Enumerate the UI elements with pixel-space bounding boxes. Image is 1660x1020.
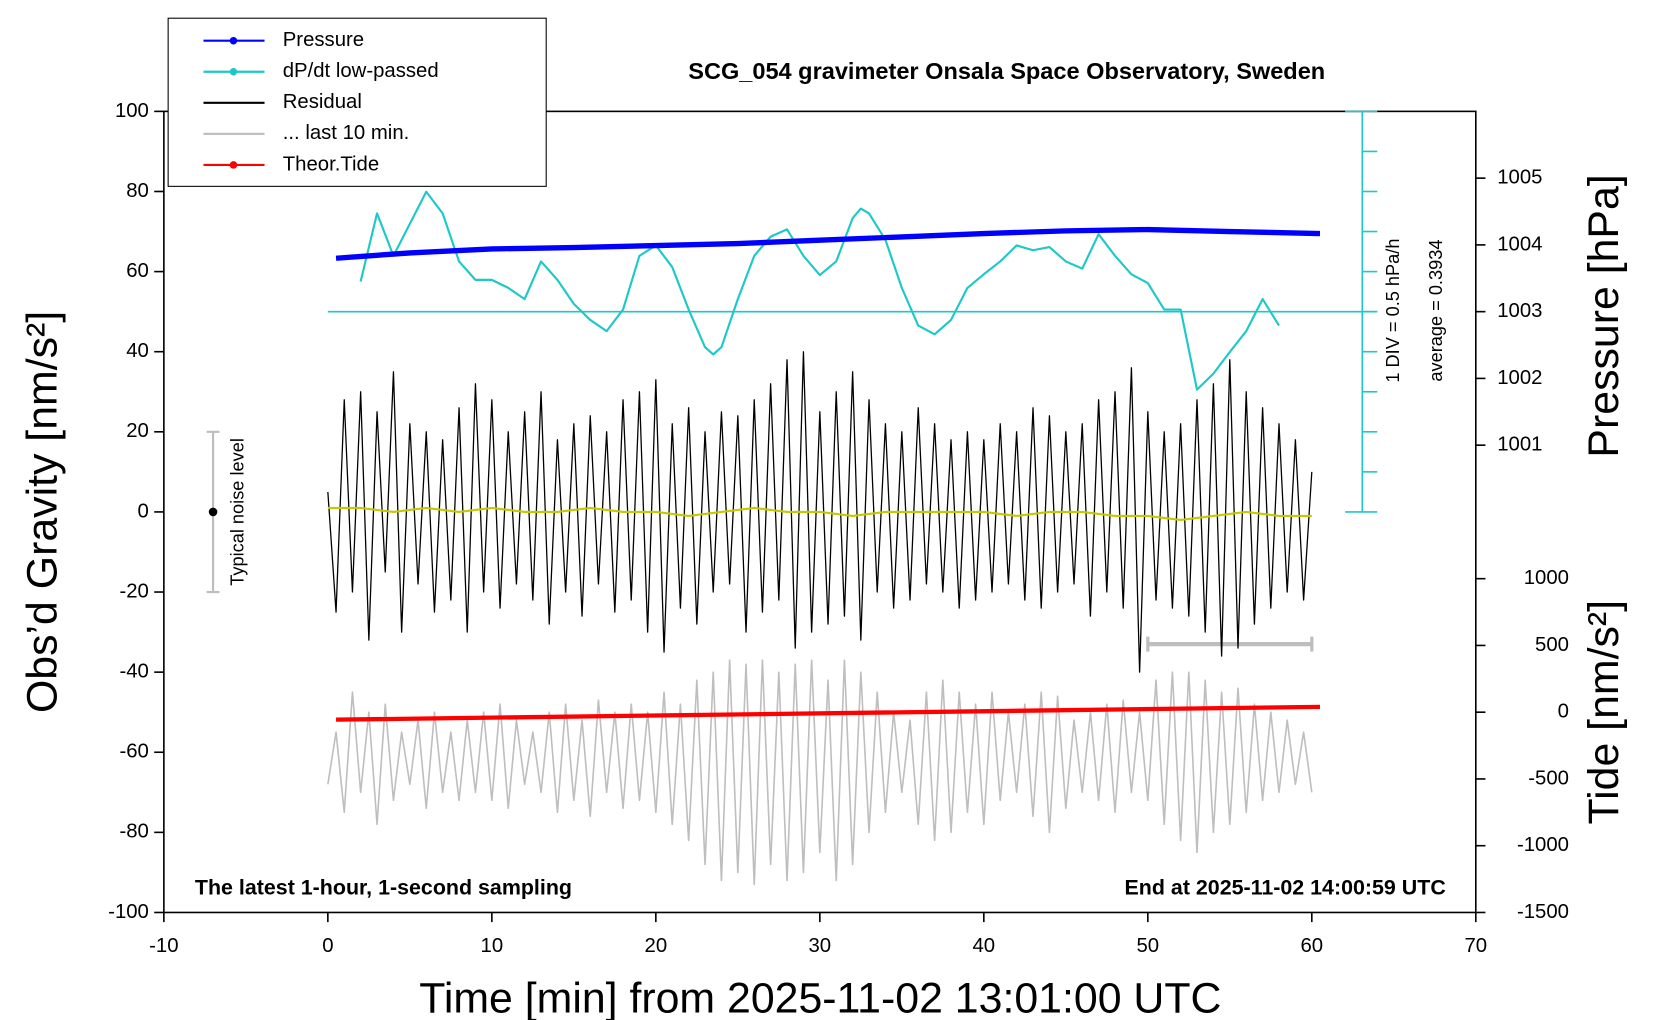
y3-axis-label: Tide [nm/s²] <box>1580 600 1628 825</box>
noise-label: Typical noise level <box>228 438 248 586</box>
y2-tick-label: 1003 <box>1497 300 1542 322</box>
x-tick-label: 40 <box>973 935 996 957</box>
y-tick-label: -60 <box>119 741 148 763</box>
series-line <box>327 351 1313 673</box>
x-tick-label: 60 <box>1300 935 1323 957</box>
annotation: End at 2025-11-02 14:00:59 UTC <box>1125 876 1446 900</box>
x-tick-label: 10 <box>481 935 504 957</box>
y-tick-label: 60 <box>126 260 149 282</box>
annotation: average = 0.3934 <box>1426 240 1446 382</box>
chart-title: SCG_054 gravimeter Onsala Space Observat… <box>688 58 1325 84</box>
x-tick-label: 50 <box>1136 935 1159 957</box>
noise-center <box>208 507 218 517</box>
y-tick-label: 80 <box>126 180 149 202</box>
x-tick-label: 20 <box>645 935 668 957</box>
y3-tick-label: 500 <box>1535 634 1569 656</box>
y-tick-label: 40 <box>126 340 149 362</box>
y-tick-label: 0 <box>138 500 149 522</box>
y-tick-label: 20 <box>126 420 149 442</box>
x-tick-label: 30 <box>809 935 832 957</box>
y3-tick-label: -1000 <box>1517 834 1569 856</box>
series-line <box>359 190 1280 391</box>
series-line <box>327 506 1312 522</box>
annotation: 1 DIV = 0.5 hPa/h <box>1383 239 1403 383</box>
x-tick-label: -10 <box>149 935 178 957</box>
y3-tick-label: 0 <box>1558 701 1569 723</box>
legend-marker <box>229 68 238 76</box>
y3-tick-label: -500 <box>1528 767 1569 789</box>
legend-marker <box>229 36 238 45</box>
y2-tick-label: 1002 <box>1497 367 1542 389</box>
y-tick-label: -80 <box>119 821 148 843</box>
legend-label: Residual <box>283 91 362 113</box>
y-axis-label: Obs’d Gravity [nm/s²] <box>18 311 66 713</box>
series-line <box>335 226 1321 261</box>
y-tick-label: -40 <box>119 661 148 683</box>
legend-label: ... last 10 min. <box>283 122 410 144</box>
y3-tick-label: -1500 <box>1517 901 1569 923</box>
series-line <box>327 659 1313 886</box>
y2-tick-label: 1001 <box>1497 434 1542 456</box>
legend-label: Pressure <box>283 29 364 51</box>
legend-label: Theor.Tide <box>283 153 379 175</box>
x-axis-label: Time [min] from 2025-11-02 13:01:00 UTC <box>419 975 1221 1020</box>
y-tick-label: -100 <box>108 901 149 923</box>
y2-axis-label: Pressure [hPa] <box>1580 174 1628 457</box>
y-tick-label: 100 <box>115 100 149 122</box>
chart-body: SCG_054 gravimeter Onsala Space Observat… <box>18 17 1628 1020</box>
x-tick-label: 0 <box>322 935 333 957</box>
x-tick-label: 70 <box>1464 935 1487 957</box>
legend-label: dP/dt low-passed <box>283 60 439 82</box>
y3-tick-label: 1000 <box>1524 567 1569 589</box>
series-line <box>336 704 1321 722</box>
y2-tick-label: 1005 <box>1497 167 1542 189</box>
y2-tick-label: 1004 <box>1497 233 1542 255</box>
y-tick-label: -20 <box>119 580 148 602</box>
legend-marker <box>229 161 238 169</box>
annotation: The latest 1-hour, 1-second sampling <box>195 876 572 900</box>
